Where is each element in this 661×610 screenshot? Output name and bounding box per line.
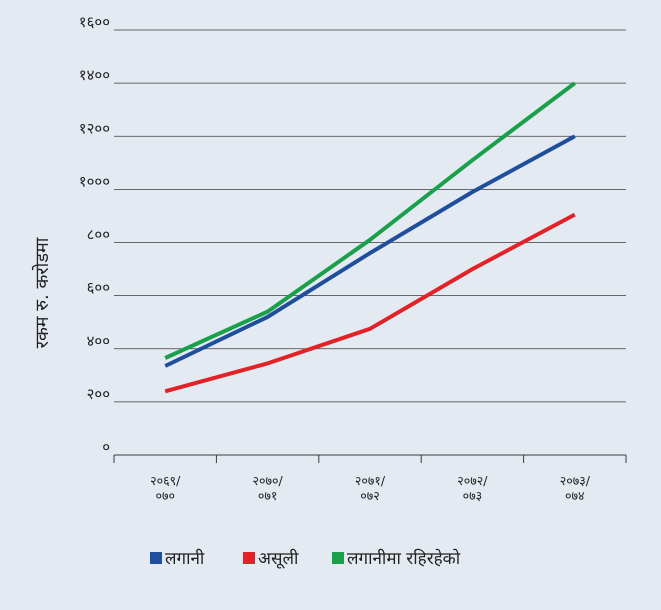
x-tick-label: ०७० (155, 488, 175, 503)
y-axis-label: रकम रु. करोडमा (31, 237, 53, 348)
x-tick-label: ०७३ (463, 488, 483, 503)
y-tick-label: १४०० (79, 66, 110, 84)
y-tick-label: ८०० (87, 226, 110, 244)
series-line-1 (164, 212, 576, 394)
series-line-2 (164, 81, 577, 360)
x-tick-label: ०७१ (258, 488, 278, 503)
x-tick-label: २०७३/ (560, 473, 591, 488)
y-tick-label: २०० (87, 385, 110, 403)
legend-label: लगानीमा रहिरहेको (347, 548, 461, 569)
y-tick-label: १६०० (79, 13, 110, 31)
x-tick-label: २०७२/ (457, 473, 488, 488)
x-tick-label: २०७०/ (252, 473, 283, 488)
legend-swatch (332, 552, 344, 564)
x-axis: २०६९/०७० २०७०/०७१ २०७१/०७२ २०७२/०७३ २०७३/०७४ (113, 454, 627, 503)
legend-swatch (243, 552, 255, 564)
series-line-0 (164, 134, 576, 368)
legend-swatch (150, 552, 162, 564)
legend-label: असूली (258, 548, 299, 569)
x-tick-label: ०७२ (360, 488, 380, 503)
y-tick-label: १२०० (79, 119, 110, 137)
x-tick-label: २०७१/ (355, 473, 386, 488)
x-tick-label: २०६९/ (150, 473, 181, 488)
y-tick-label: ६०० (87, 279, 110, 297)
series-lines (164, 81, 577, 394)
legend: लगानी असूली लगानीमा रहिरहेको (150, 548, 461, 569)
y-tick-label: ० (102, 438, 110, 456)
y-axis-ticks: ० २०० ४०० ६०० ८०० १००० १२०० १४०० १६०० (79, 13, 110, 456)
x-tick-label: ०७४ (565, 488, 585, 503)
y-tick-label: ४०० (87, 332, 110, 350)
y-tick-label: १००० (79, 172, 110, 190)
legend-label: लगानी (165, 548, 205, 569)
